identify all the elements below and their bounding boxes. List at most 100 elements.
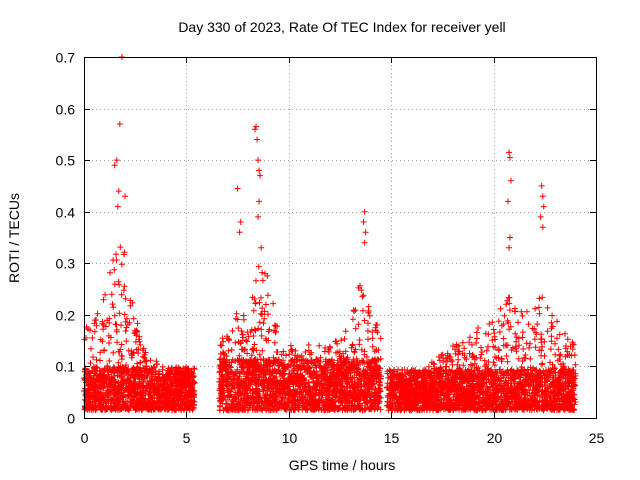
data-point [89, 334, 96, 341]
data-point [102, 404, 109, 411]
data-point [106, 340, 112, 346]
data-point [128, 381, 135, 388]
data-point [107, 269, 113, 276]
data-point [117, 373, 124, 380]
data-point [87, 398, 94, 405]
data-point [95, 373, 102, 379]
data-point [144, 400, 151, 407]
data-point [184, 375, 190, 382]
data-point [121, 251, 128, 258]
data-point [104, 387, 111, 394]
data-point [102, 323, 109, 330]
data-point [184, 401, 191, 408]
data-point [112, 395, 119, 402]
data-point [93, 317, 100, 323]
data-point [102, 291, 109, 298]
data-point [123, 338, 130, 345]
data-point [183, 367, 190, 374]
data-point [141, 368, 148, 375]
data-point [133, 346, 140, 353]
data-point [137, 341, 144, 348]
data-point [138, 374, 145, 381]
data-point [97, 336, 104, 343]
data-point [177, 406, 184, 413]
data-point [107, 406, 114, 413]
data-point [173, 394, 180, 401]
data-point [176, 373, 183, 380]
data-point [100, 296, 107, 303]
data-point [152, 406, 159, 413]
data-point [157, 400, 164, 407]
data-point [188, 374, 195, 381]
data-point [103, 373, 110, 380]
data-point [261, 315, 268, 322]
data-point [116, 396, 123, 403]
data-point [140, 365, 147, 372]
data-point [173, 407, 180, 414]
data-point [87, 327, 93, 334]
data-point [85, 402, 91, 408]
data-point [189, 402, 196, 409]
data-point [122, 295, 129, 302]
data-point [130, 400, 137, 406]
data-point [124, 403, 131, 410]
data-point [120, 378, 127, 385]
data-point [137, 359, 144, 366]
data-point [107, 334, 114, 341]
data-point [111, 376, 118, 383]
data-point [152, 373, 159, 380]
data-point [99, 370, 106, 377]
data-point [139, 347, 146, 354]
data-point [143, 385, 150, 392]
data-point [124, 377, 131, 384]
data-point [90, 354, 96, 361]
data-point [159, 387, 165, 394]
data-point [187, 387, 194, 393]
data-point [107, 384, 114, 391]
data-point [129, 350, 136, 357]
points-layer [81, 54, 579, 414]
data-point [147, 392, 154, 399]
data-point [128, 354, 135, 361]
data-point [106, 367, 113, 373]
data-point [151, 387, 158, 394]
data-point [191, 365, 197, 372]
data-point [101, 347, 108, 353]
data-point [116, 386, 123, 393]
data-point [115, 389, 122, 396]
data-point [123, 324, 130, 331]
data-point [118, 322, 125, 329]
data-point [148, 381, 155, 388]
data-point [142, 389, 149, 395]
data-point [85, 385, 91, 392]
data-point [132, 372, 139, 379]
data-point [120, 365, 127, 372]
data-point [134, 360, 141, 367]
data-point [86, 406, 93, 413]
data-point [149, 371, 156, 378]
data-point [144, 370, 151, 377]
data-point [118, 352, 125, 359]
data-point [133, 332, 140, 339]
data-point [82, 393, 89, 399]
data-point [178, 379, 185, 386]
data-point [134, 320, 141, 327]
data-point [153, 361, 160, 368]
data-point [156, 368, 162, 375]
data-point [91, 320, 98, 327]
data-point [109, 301, 116, 308]
data-point [114, 339, 121, 346]
data-point [163, 391, 170, 397]
data-point [180, 399, 187, 406]
data-point [125, 372, 132, 379]
data-point [154, 390, 161, 397]
data-point [183, 406, 190, 413]
data-point [168, 376, 175, 383]
data-point [105, 398, 112, 405]
data-point [179, 384, 186, 391]
data-point [85, 377, 92, 384]
data-point [108, 376, 115, 383]
data-point [100, 326, 107, 333]
data-point [101, 391, 108, 398]
